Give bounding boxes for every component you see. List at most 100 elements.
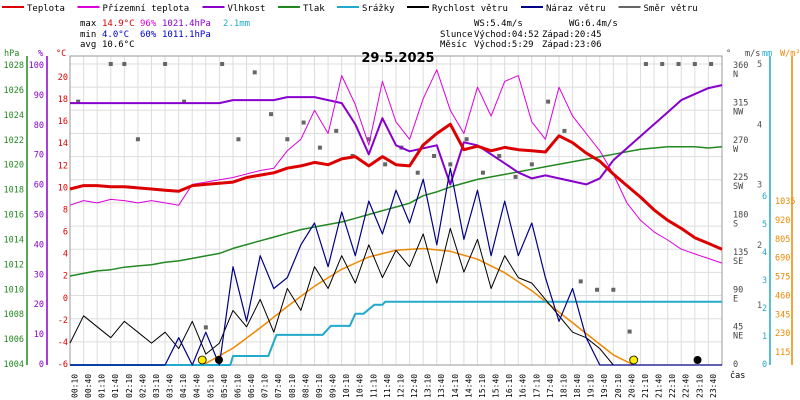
axis-tick-label: 315 xyxy=(733,98,748,108)
axis-tick-label: 60 xyxy=(34,181,44,191)
axis-tick-label: E xyxy=(733,294,738,304)
x-tick-label: 22:10 xyxy=(668,374,677,398)
legend-item: Přízemní teplota xyxy=(77,4,189,14)
x-tick-label: 20:40 xyxy=(627,374,636,398)
x-tick-label: 11:40 xyxy=(383,374,392,398)
legend-label: Vlhkost xyxy=(228,4,266,14)
axis-tick-label: SE xyxy=(733,257,743,267)
wind-direction-point xyxy=(76,99,81,104)
legend-label: Srážky xyxy=(362,4,395,14)
axis-unit-label: ° xyxy=(726,49,731,59)
wind-direction-point xyxy=(203,325,208,330)
axis-tick-label: 45 xyxy=(733,323,743,333)
x-tick-label: 01:10 xyxy=(98,374,107,398)
axis-tick-label: N xyxy=(733,70,738,80)
axis-tick-label: 1026 xyxy=(4,86,24,96)
wind-direction-point xyxy=(415,170,420,175)
legend: Teplota Přízemní teplota Vlhkost Tlak Srážky… xyxy=(2,4,698,14)
axis-tick-label: 10 xyxy=(34,330,44,340)
wind-direction-point xyxy=(135,137,140,142)
wind-direction-point xyxy=(660,62,665,66)
x-tick-label: 06:10 xyxy=(233,374,242,398)
legend-item: Tlak xyxy=(278,4,325,14)
axis-tick-label: 2 xyxy=(762,304,767,314)
x-tick-label: 14:10 xyxy=(451,374,460,398)
x-tick-label: 04:10 xyxy=(179,374,188,398)
wind-speed-stat: WS:5.4m/s xyxy=(474,19,523,29)
x-tick-label: 06:40 xyxy=(247,374,256,398)
wind-direction-point xyxy=(269,112,274,117)
axis-hpa: 1028 1026 1024 1022 1020 1018 1016 1014 1012 1010… xyxy=(4,61,24,370)
axis-tick-label: 1020 xyxy=(4,161,24,171)
x-tick-label: 15:10 xyxy=(478,374,487,398)
axis-unit-label: W/m² xyxy=(780,49,800,59)
x-tick-label: 03:10 xyxy=(152,374,161,398)
axis-tick-label: 14 xyxy=(58,139,68,149)
wind-direction-point xyxy=(578,279,583,284)
wind-direction-point xyxy=(546,99,551,104)
wind-direction-point xyxy=(611,287,616,292)
axis-tick-label: 0 xyxy=(733,360,738,370)
wind-direction-point xyxy=(108,62,113,66)
wind-direction-series xyxy=(76,62,714,334)
x-tick-label: 02:10 xyxy=(125,374,134,398)
axis-tick-label: 1018 xyxy=(4,186,24,196)
axis-tick-label: 20 xyxy=(58,73,68,83)
x-tick-label: 20:10 xyxy=(614,374,623,398)
axis-time: 00:10 00:40 01:10 01:40 02:10 02:40 03:10 03:40… xyxy=(70,374,717,398)
axis-tick-label: 575 xyxy=(775,273,790,283)
axis-unit-label: hPa xyxy=(4,49,19,59)
grid xyxy=(69,56,723,366)
axis-tick-label: 12 xyxy=(58,161,68,171)
wind-direction-point xyxy=(220,62,225,66)
legend-label: Rychlost větru xyxy=(432,4,508,14)
axis-tick-label: SW xyxy=(733,182,744,192)
wind-direction-point xyxy=(317,145,322,150)
series-temperature-line xyxy=(69,122,723,251)
axis-tick-label: 70 xyxy=(34,151,44,161)
wind-direction-point xyxy=(595,287,600,292)
wind-direction-point xyxy=(182,99,187,104)
axis-tick-label: 4 xyxy=(762,248,767,258)
axis-tick-label: NW xyxy=(733,107,744,117)
x-tick-label: 13:10 xyxy=(424,374,433,398)
wind-gust-stat: WG:6.4m/s xyxy=(569,19,618,29)
axis-tick-label: 1022 xyxy=(4,136,24,146)
plot-area xyxy=(69,55,723,366)
axis-tick-label: 1012 xyxy=(4,260,24,270)
wind-direction-point xyxy=(529,162,534,167)
legend-label: Náraz větru xyxy=(546,4,606,14)
x-tick-label: 22:40 xyxy=(682,374,691,398)
x-tick-label: 23:10 xyxy=(695,374,704,398)
stat-max-press: 1021.4hPa xyxy=(162,19,211,29)
x-tick-label: 00:40 xyxy=(84,374,93,398)
axis-tick-label: 0 xyxy=(63,294,68,304)
header-stats: max 14.9°C 96% 1021.4hPa 2.1mm min 4.0°C… xyxy=(80,19,618,50)
legend-label: Směr větru xyxy=(644,4,698,14)
axis-tick-label: 8 xyxy=(63,205,68,215)
legend-item: Srážky xyxy=(337,4,395,14)
moonrise-marker xyxy=(214,356,223,364)
axis-tick-label: -6 xyxy=(58,360,68,370)
x-tick-label: 19:40 xyxy=(600,374,609,398)
axis-tick-label: 1016 xyxy=(4,211,24,221)
moonset-marker xyxy=(693,356,702,364)
wind-direction-point xyxy=(513,174,518,179)
axis-wm2: 1035 920 805 690 575 460 345 230 115 xyxy=(775,197,795,358)
axis-tick-label: 2 xyxy=(63,272,68,282)
axis-unit-label: mm xyxy=(762,49,772,59)
x-tick-label: 02:40 xyxy=(138,374,147,398)
x-tick-label: 08:40 xyxy=(301,374,310,398)
axis-tick-label: 4 xyxy=(757,120,762,130)
stat-min-press: 1011.1hPa xyxy=(162,30,211,40)
axis-tick-label: S xyxy=(733,220,738,230)
moon-set: Západ:23:06 xyxy=(542,40,602,50)
axis-tick-label: 40 xyxy=(34,240,44,250)
stat-max-label: max xyxy=(80,19,97,29)
x-tick-label: 04:40 xyxy=(193,374,202,398)
wind-direction-point xyxy=(236,137,241,142)
axis-tick-label: 805 xyxy=(775,235,790,245)
x-tick-label: 10:40 xyxy=(356,374,365,398)
